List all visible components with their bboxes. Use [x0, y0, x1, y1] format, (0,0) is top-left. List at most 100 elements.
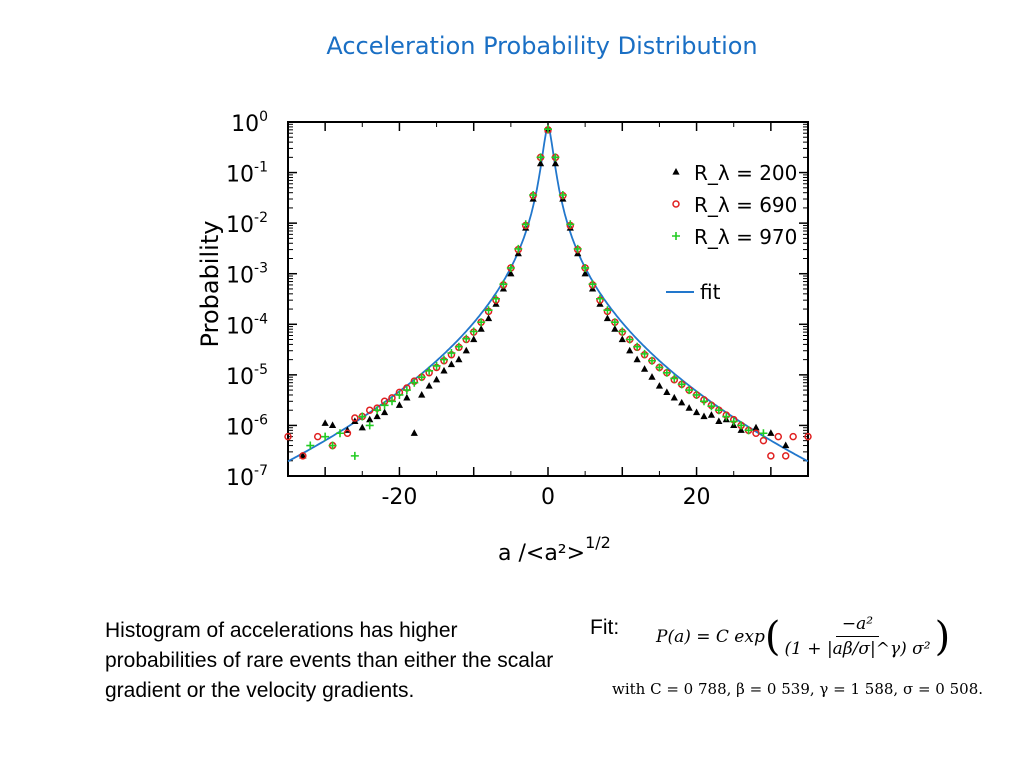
data-point-plus: [603, 306, 612, 315]
data-point-triangle: [752, 423, 760, 431]
data-point-plus: [380, 401, 389, 410]
data-point-plus: [744, 426, 753, 435]
data-point-plus: [625, 335, 634, 344]
data-point-triangle: [403, 393, 411, 401]
data-point-plus: [336, 429, 344, 438]
data-point-circle: [804, 432, 812, 441]
formula-fraction: −a² (1 + |aβ/σ|^γ) σ²: [784, 614, 930, 659]
data-point-circle: [351, 414, 359, 422]
data-point-circle: [774, 432, 783, 441]
data-point-triangle: [633, 355, 641, 363]
data-point-plus: [328, 441, 337, 450]
data-point-plus: [410, 378, 419, 387]
data-point-triangle: [484, 314, 493, 322]
x-axis-label: a /<a²>1/2: [498, 533, 611, 566]
fit-label: Fit:: [590, 616, 620, 639]
description-text: Histogram of accelerations has higher pr…: [105, 619, 554, 702]
data-point-triangle: [477, 325, 485, 332]
data-point-plus: [670, 374, 679, 383]
data-point-triangle: [692, 408, 701, 416]
data-point-plus: [388, 397, 396, 406]
data-point-plus: [581, 263, 590, 272]
fit-formula: P(a) = C exp ( −a² (1 + |aβ/σ|^γ) σ² ): [656, 614, 950, 659]
data-point-plus: [454, 342, 463, 351]
data-point-plus: [729, 417, 738, 426]
data-point-triangle: [611, 325, 619, 332]
data-point-plus: [514, 244, 523, 253]
formula-denominator: (1 + |aβ/σ|^γ) σ²: [784, 639, 931, 659]
axis-labels: 100 10-1 10-2 10-3 10-4 10-5 10-6 10-7 -20 0 20 Pro…: [196, 109, 711, 566]
data-point-triangle: [373, 412, 381, 420]
data-point-plus: [759, 429, 768, 438]
slide-title: Acceleration Probability Distribution: [326, 32, 758, 60]
y-tick-label: 10-5: [226, 362, 268, 390]
data-point-triangle: [737, 426, 745, 433]
data-point-circle: [284, 432, 292, 441]
data-point-plus: [477, 318, 486, 327]
legend-label: R_λ = 970: [694, 225, 797, 249]
legend-marker-triangle: [672, 168, 680, 175]
fit-parameters: with C = 0 788, β = 0 539, γ = 1 588, σ …: [612, 680, 984, 698]
data-point-plus: [707, 402, 716, 411]
data-point-plus: [596, 294, 604, 303]
data-point-plus: [633, 342, 642, 351]
data-point-circle: [752, 429, 760, 438]
y-tick-label: 10-2: [226, 210, 268, 238]
data-point-triangle: [358, 423, 366, 431]
data-point-plus: [618, 327, 627, 336]
data-point-plus: [440, 355, 448, 364]
data-point-plus: [321, 432, 330, 441]
x-tick-label: 20: [683, 485, 711, 510]
data-point-triangle: [395, 401, 404, 408]
x-tick-label: 0: [541, 485, 555, 510]
data-point-plus: [395, 390, 404, 399]
data-point-plus: [737, 421, 746, 430]
axes-layer: [287, 121, 809, 477]
data-point-plus: [358, 412, 367, 421]
legend-label: R_λ = 690: [694, 193, 797, 217]
data-point-plus: [536, 153, 545, 162]
data-point-triangle: [328, 421, 337, 429]
data-point-triangle: [715, 417, 723, 425]
data-point-triangle: [410, 429, 418, 436]
data-point-plus: [529, 191, 538, 200]
data-point-plus: [551, 153, 560, 162]
data-point-circle: [767, 452, 775, 460]
data-point-plus: [692, 390, 701, 399]
data-point-plus: [462, 334, 471, 343]
data-point-triangle: [536, 159, 545, 167]
data-point-plus: [558, 191, 567, 200]
data-point-triangle: [782, 441, 790, 449]
data-point-plus: [722, 412, 731, 421]
data-point-triangle: [380, 408, 389, 416]
data-point-triangle: [663, 388, 671, 395]
data-point-plus: [492, 294, 500, 303]
x-tick-label: -20: [381, 485, 417, 510]
data-point-triangle: [507, 269, 515, 277]
data-point-plus: [655, 363, 664, 372]
data-point-triangle: [418, 390, 426, 398]
data-point-plus: [506, 263, 515, 272]
data-point-triangle: [640, 365, 649, 372]
formula-paren-open: (: [764, 613, 781, 660]
data-point-plus: [685, 386, 694, 395]
legend-label: fit: [700, 280, 721, 304]
data-point-triangle: [648, 373, 656, 380]
data-point-plus: [566, 220, 575, 229]
data-point-circle: [299, 452, 307, 460]
legend-marker-circle: [672, 200, 680, 208]
data-point-triangle: [678, 398, 686, 406]
data-point-plus: [484, 306, 493, 315]
data-point-plus: [365, 421, 374, 430]
data-point-plus: [373, 406, 382, 415]
data-point-triangle: [447, 360, 456, 368]
data-point-triangle: [551, 159, 560, 167]
data-point-plus: [499, 280, 508, 289]
y-tick-label: 10-7: [226, 463, 268, 491]
y-tick-label: 10-4: [226, 311, 268, 339]
data-point-triangle: [581, 269, 589, 277]
data-point-plus: [573, 244, 582, 253]
data-point-triangle: [670, 393, 678, 401]
data-point-plus: [306, 441, 315, 450]
data-point-triangle: [470, 335, 478, 343]
